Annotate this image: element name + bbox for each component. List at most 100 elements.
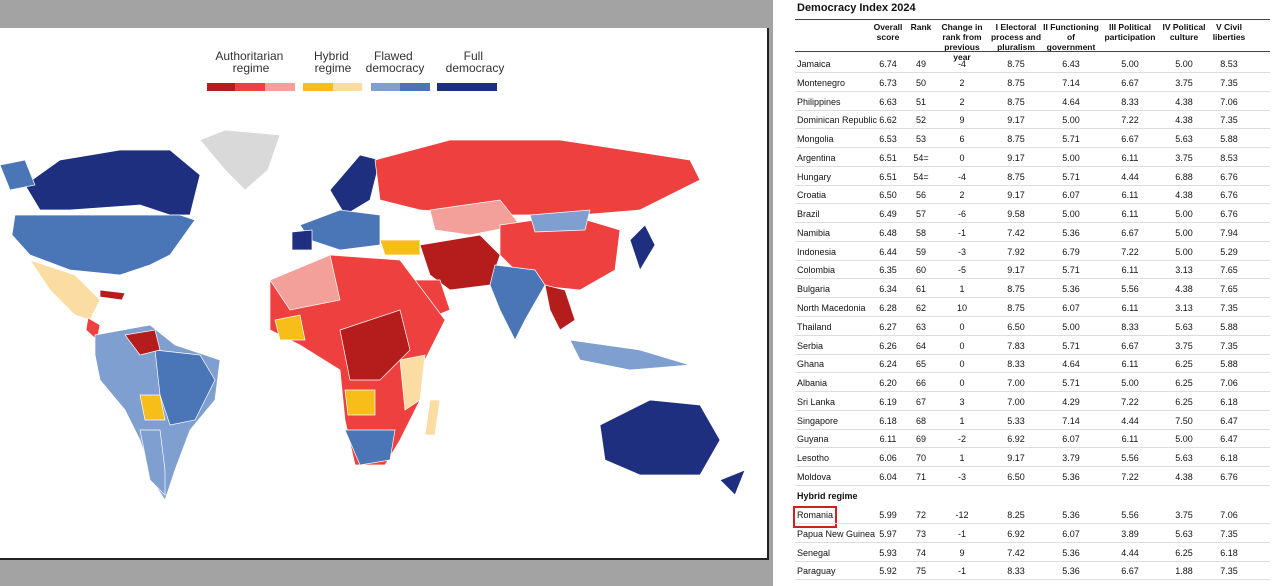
cell: 6.11 xyxy=(1121,303,1139,313)
cell: 5.63 xyxy=(1175,134,1193,145)
cell: 5.71 xyxy=(1062,134,1080,145)
cell: 6.44 xyxy=(879,246,897,257)
cell: 3.75 xyxy=(1175,510,1193,520)
cell: 1 xyxy=(959,284,965,295)
cell: -1 xyxy=(957,566,966,577)
cell: 69 xyxy=(915,434,926,445)
cell: 1 xyxy=(959,415,965,426)
cell: 5.00 xyxy=(1062,115,1080,126)
cell: 8.75 xyxy=(1007,59,1025,69)
table-title: Democracy Index 2024 xyxy=(797,2,916,14)
cell: 8.33 xyxy=(1007,359,1025,370)
cell: 61 xyxy=(915,284,926,295)
row-rule xyxy=(795,222,1270,224)
row-rule xyxy=(795,240,1270,242)
cell: 5.36 xyxy=(1062,284,1080,295)
cell: 74 xyxy=(915,547,926,558)
cell: 6.76 xyxy=(1220,209,1238,220)
cell: -5 xyxy=(957,265,966,276)
cell: 7.06 xyxy=(1220,378,1238,389)
cell: 9 xyxy=(959,115,965,126)
cell: 6.07 xyxy=(1062,528,1080,539)
map-shape xyxy=(374,139,701,216)
column-header: Change in rank from previous year xyxy=(941,22,983,62)
cell: 6.11 xyxy=(879,434,897,445)
map-shape xyxy=(291,229,313,251)
legend-word: Hybrid xyxy=(314,49,352,63)
cell: 65 xyxy=(915,359,926,370)
cell: 6.25 xyxy=(1175,396,1193,407)
country: Namibia xyxy=(797,227,831,238)
cell: 8.33 xyxy=(1121,321,1139,332)
cell: 5.93 xyxy=(879,547,897,558)
map-shape xyxy=(344,389,376,416)
map-shape xyxy=(99,289,126,301)
cell: 6.28 xyxy=(879,303,897,313)
world-map: Authoritarian regime Hybrid regime Flawe… xyxy=(0,49,746,501)
cell: 68 xyxy=(915,415,926,426)
cell: 5.29 xyxy=(1220,246,1238,257)
cell: 6.11 xyxy=(1121,152,1139,163)
cell: 6.27 xyxy=(879,321,897,332)
map-shape xyxy=(399,354,426,411)
row-rule xyxy=(795,316,1270,317)
row-rule xyxy=(795,409,1270,411)
section-label: Hybrid regime xyxy=(797,491,858,501)
cell: 6.20 xyxy=(879,378,897,389)
cell: 6.47 xyxy=(1220,434,1238,445)
country: Dominican Republic xyxy=(797,115,878,126)
cell: 6.07 xyxy=(1062,303,1080,313)
cell: 8.75 xyxy=(1007,96,1025,107)
map-shape xyxy=(235,83,265,91)
cell: 6.19 xyxy=(879,396,897,407)
map-shape xyxy=(24,149,201,216)
cell: 8.75 xyxy=(1007,77,1025,88)
cell: 70 xyxy=(915,453,926,464)
row-rule xyxy=(795,579,1270,581)
cell: 6.34 xyxy=(879,284,897,295)
country: Argentina xyxy=(797,152,836,163)
country: Romania xyxy=(797,510,834,520)
cell: 0 xyxy=(959,359,965,370)
cell: 5.00 xyxy=(1062,152,1080,163)
map-shape xyxy=(344,429,396,466)
cell: 7.83 xyxy=(1007,340,1025,351)
cell: 5.00 xyxy=(1121,59,1139,69)
row-rule xyxy=(795,109,1270,111)
cell: 0 xyxy=(959,321,965,332)
cell: 8.75 xyxy=(1007,303,1025,313)
cell: 58 xyxy=(915,227,926,238)
cell: 6.07 xyxy=(1062,434,1080,445)
cell: 9.17 xyxy=(1007,190,1025,201)
row-rule xyxy=(795,466,1270,468)
row-rule xyxy=(795,391,1270,393)
cell: 64 xyxy=(915,340,926,351)
cell: 7.65 xyxy=(1220,265,1238,276)
cell: 10 xyxy=(956,303,967,313)
cell: 0 xyxy=(959,378,965,389)
cell: 6.76 xyxy=(1220,190,1238,201)
map-shape xyxy=(489,264,546,341)
cell: 8.53 xyxy=(1220,59,1238,69)
map-shape xyxy=(599,399,721,476)
cell: 9.17 xyxy=(1007,115,1025,126)
cell: 6.49 xyxy=(879,209,897,220)
cell: 5.63 xyxy=(1175,453,1193,464)
row-rule xyxy=(795,165,1270,167)
country: Singapore xyxy=(797,415,839,426)
cell: 8.75 xyxy=(1007,171,1025,182)
map-shape xyxy=(329,154,381,216)
cell: 6.53 xyxy=(879,134,897,145)
cell: 4.38 xyxy=(1175,471,1193,482)
cell: -4 xyxy=(957,59,966,69)
cell: -12 xyxy=(955,510,969,520)
cell: 6.11 xyxy=(1121,265,1139,276)
column-header: I Electoral process and pluralism xyxy=(990,22,1042,52)
column-header: II Functioning of government xyxy=(1043,22,1099,52)
legend-word: democracy xyxy=(446,61,505,75)
cell: 5.88 xyxy=(1220,321,1238,332)
cell: 6.11 xyxy=(1121,434,1139,445)
cell: 6.18 xyxy=(1220,453,1238,464)
cell: 6.67 xyxy=(1121,566,1139,577)
cell: 2 xyxy=(959,190,965,201)
